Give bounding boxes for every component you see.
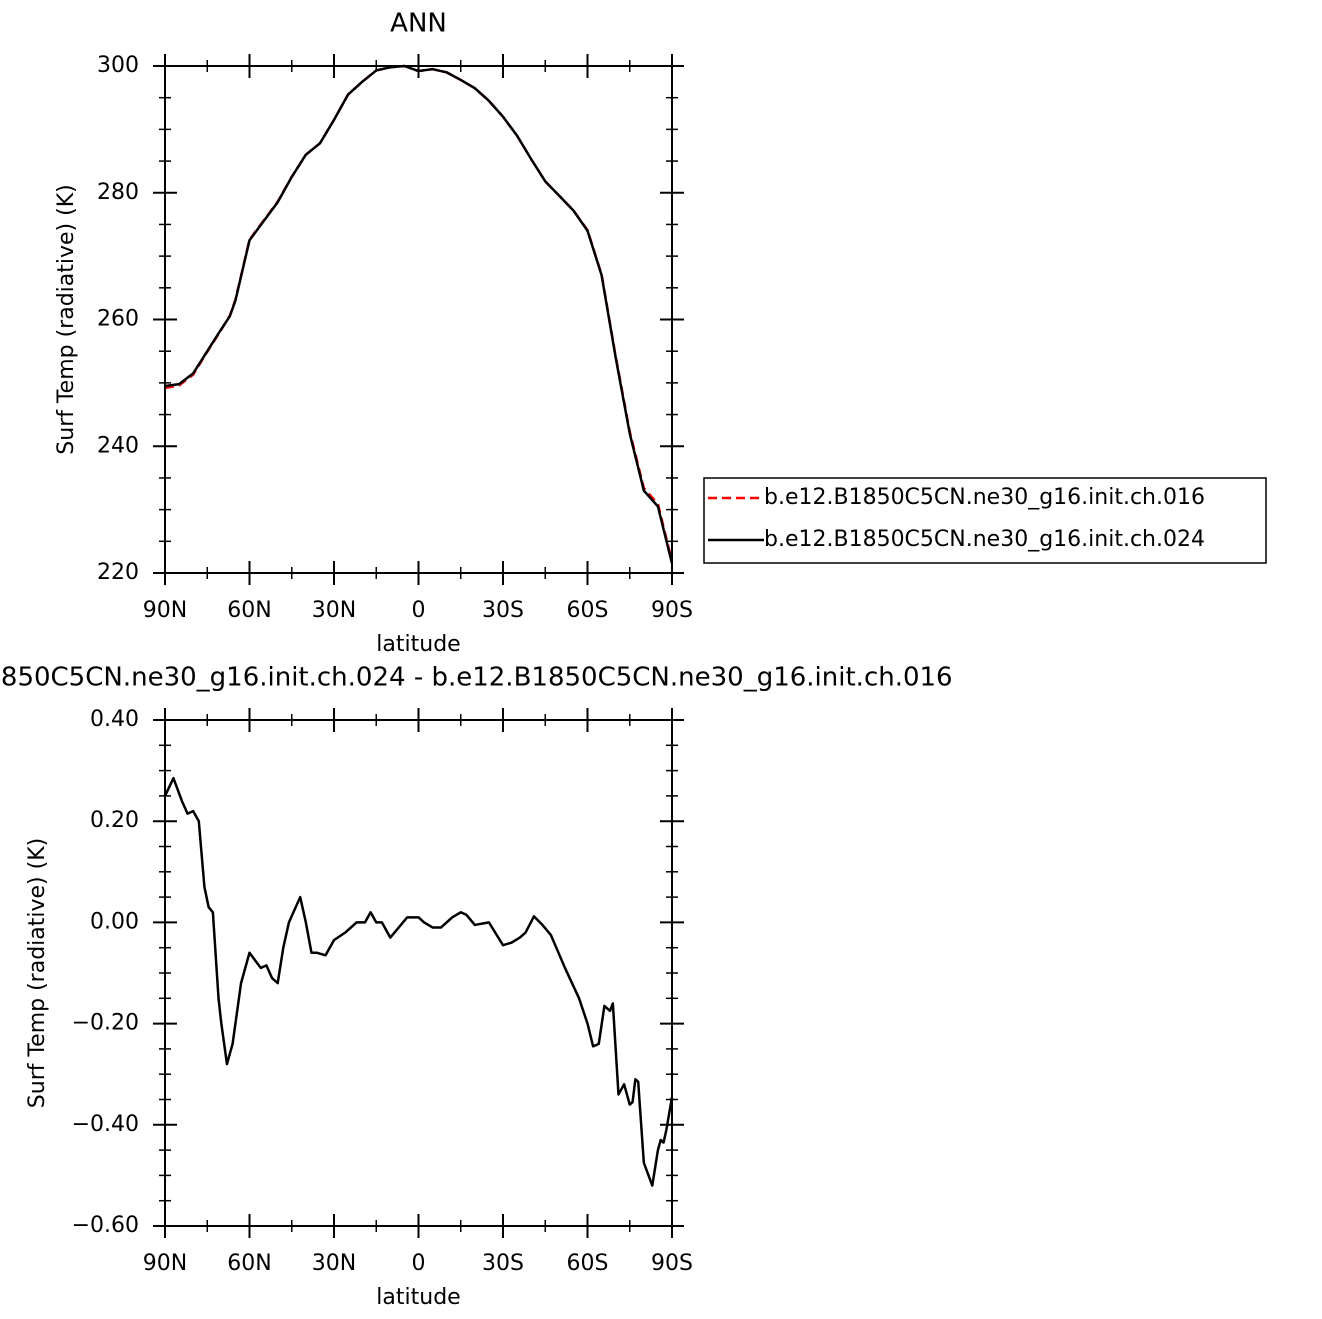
y-tick-label: 0.20	[90, 808, 139, 833]
y-tick-label: 0.00	[90, 909, 139, 934]
x-tick-label: 90N	[143, 1251, 187, 1276]
legend-box	[703, 477, 1267, 564]
chart-title: ANN	[390, 9, 447, 39]
legend-label: b.e12.B1850C5CN.ne30_g16.init.ch.016	[764, 485, 1205, 510]
y-tick-label: −0.20	[72, 1011, 139, 1036]
x-tick-label: 90S	[651, 598, 693, 623]
legend-label: b.e12.B1850C5CN.ne30_g16.init.ch.024	[764, 527, 1205, 552]
data-line	[164, 64, 674, 564]
y-tick-label: 300	[97, 53, 139, 78]
x-tick-label: 0	[412, 598, 426, 623]
data-line	[164, 64, 674, 562]
x-tick-label: 60S	[567, 1251, 609, 1276]
y-tick-label: 260	[97, 307, 139, 332]
x-tick-label: 30S	[482, 598, 524, 623]
x-axis-label: latitude	[376, 1285, 460, 1310]
y-axis-label: Surf Temp (radiative) (K)	[25, 838, 50, 1108]
x-tick-label: 90S	[651, 1251, 693, 1276]
x-axis-label: latitude	[376, 632, 460, 657]
y-axis-label: Surf Temp (radiative) (K)	[54, 184, 79, 454]
x-tick-label: 30N	[312, 1251, 356, 1276]
x-tick-label: 60N	[227, 598, 271, 623]
y-tick-label: −0.60	[72, 1213, 139, 1238]
legend: b.e12.B1850C5CN.ne30_g16.init.ch.016 b.e1…	[703, 477, 1267, 564]
x-tick-label: 90N	[143, 598, 187, 623]
y-tick-label: 0.40	[90, 707, 139, 732]
y-tick-label: 220	[97, 560, 139, 585]
plot-frame	[164, 719, 673, 1227]
y-tick-label: 280	[97, 180, 139, 205]
x-tick-label: 60N	[227, 1251, 271, 1276]
data-line	[163, 776, 674, 1187]
x-tick-label: 30N	[312, 598, 356, 623]
y-tick-label: 240	[97, 433, 139, 458]
x-tick-label: 0	[412, 1251, 426, 1276]
y-tick-label: −0.40	[72, 1112, 139, 1137]
x-tick-label: 30S	[482, 1251, 524, 1276]
chart-title: b.e12.B1850C5CN.ne30_g16.init.ch.024 - b…	[0, 663, 953, 693]
plot-frame	[164, 65, 673, 574]
x-tick-label: 60S	[567, 598, 609, 623]
